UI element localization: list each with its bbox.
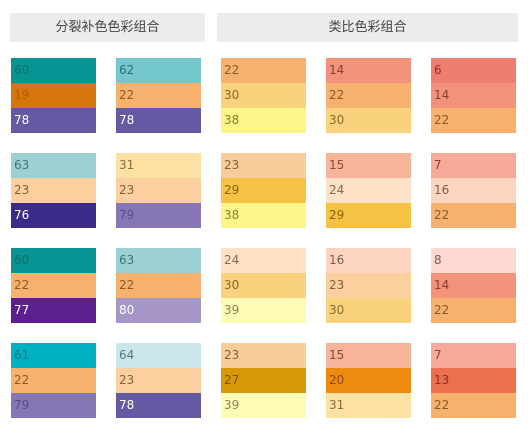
color-stripe: 7 — [431, 343, 516, 368]
color-stripe: 30 — [326, 108, 411, 133]
color-stripe: 31 — [326, 393, 411, 418]
palette-swatch-block: 15 20 31 — [326, 343, 411, 418]
color-stripe: 23 — [221, 153, 306, 178]
color-stripe: 23 — [326, 273, 411, 298]
color-stripe: 78 — [11, 108, 96, 133]
palette-swatch-block: 23 27 39 — [221, 343, 306, 418]
palette-swatch-block: 24 30 39 — [221, 248, 306, 323]
palette-swatch-block: 15 24 29 — [326, 153, 411, 228]
color-stripe: 39 — [221, 393, 306, 418]
palette-swatch-block: 60 22 77 — [11, 248, 96, 323]
color-stripe: 24 — [221, 248, 306, 273]
palette-swatch-block: 61 22 79 — [11, 343, 96, 418]
color-stripe: 22 — [431, 108, 516, 133]
color-stripe: 29 — [326, 203, 411, 228]
palette-swatch-block: 60 19 78 — [11, 58, 96, 133]
color-stripe: 30 — [326, 298, 411, 323]
palette-swatch-block: 8 14 22 — [431, 248, 516, 323]
color-stripe: 38 — [221, 108, 306, 133]
color-stripe: 64 — [116, 343, 201, 368]
color-stripe: 22 — [431, 393, 516, 418]
color-stripe: 79 — [116, 203, 201, 228]
color-stripe: 19 — [11, 83, 96, 108]
color-stripe: 14 — [431, 273, 516, 298]
color-stripe: 22 — [11, 273, 96, 298]
color-stripe: 15 — [326, 153, 411, 178]
analogous-header: 类比色彩组合 — [217, 13, 518, 42]
color-stripe: 30 — [221, 83, 306, 108]
color-stripe: 23 — [221, 343, 306, 368]
color-stripe: 22 — [431, 203, 516, 228]
color-stripe: 30 — [221, 273, 306, 298]
color-stripe: 63 — [116, 248, 201, 273]
color-stripe: 60 — [11, 58, 96, 83]
color-stripe: 79 — [11, 393, 96, 418]
color-stripe: 76 — [11, 203, 96, 228]
color-stripe: 22 — [431, 298, 516, 323]
palette-swatch-block: 23 29 38 — [221, 153, 306, 228]
palette-swatch-block: 22 30 38 — [221, 58, 306, 133]
color-stripe: 13 — [431, 368, 516, 393]
color-stripe: 8 — [431, 248, 516, 273]
palette-swatch-block: 64 23 78 — [116, 343, 201, 418]
color-stripe: 6 — [431, 58, 516, 83]
split-complementary-header: 分裂补色色彩组合 — [10, 13, 205, 42]
color-stripe: 16 — [431, 178, 516, 203]
color-stripe: 16 — [326, 248, 411, 273]
color-stripe: 80 — [116, 298, 201, 323]
color-stripe: 22 — [116, 83, 201, 108]
color-stripe: 15 — [326, 343, 411, 368]
color-stripe: 22 — [116, 273, 201, 298]
palette-swatch-block: 14 22 30 — [326, 58, 411, 133]
color-stripe: 60 — [11, 248, 96, 273]
palette-swatch-block: 62 22 78 — [116, 58, 201, 133]
color-stripe: 24 — [326, 178, 411, 203]
color-stripe: 62 — [116, 58, 201, 83]
color-stripe: 23 — [116, 368, 201, 393]
palette-swatch-block: 6 14 22 — [431, 58, 516, 133]
color-stripe: 78 — [116, 108, 201, 133]
color-stripe: 39 — [221, 298, 306, 323]
color-stripe: 14 — [431, 83, 516, 108]
color-stripe: 14 — [326, 58, 411, 83]
color-stripe: 31 — [116, 153, 201, 178]
palette-swatch-block: 31 23 79 — [116, 153, 201, 228]
palette-swatch-block: 16 23 30 — [326, 248, 411, 323]
palette-swatch-block: 7 16 22 — [431, 153, 516, 228]
color-stripe: 77 — [11, 298, 96, 323]
color-stripe: 22 — [326, 83, 411, 108]
color-stripe: 20 — [326, 368, 411, 393]
color-stripe: 61 — [11, 343, 96, 368]
color-stripe: 22 — [11, 368, 96, 393]
color-stripe: 23 — [11, 178, 96, 203]
color-stripe: 63 — [11, 153, 96, 178]
color-stripe: 78 — [116, 393, 201, 418]
color-stripe: 27 — [221, 368, 306, 393]
color-stripe: 22 — [221, 58, 306, 83]
palette-swatch-block: 63 23 76 — [11, 153, 96, 228]
color-stripe: 7 — [431, 153, 516, 178]
color-stripe: 23 — [116, 178, 201, 203]
palette-swatch-block: 63 22 80 — [116, 248, 201, 323]
color-stripe: 29 — [221, 178, 306, 203]
palette-swatch-block: 7 13 22 — [431, 343, 516, 418]
color-stripe: 38 — [221, 203, 306, 228]
